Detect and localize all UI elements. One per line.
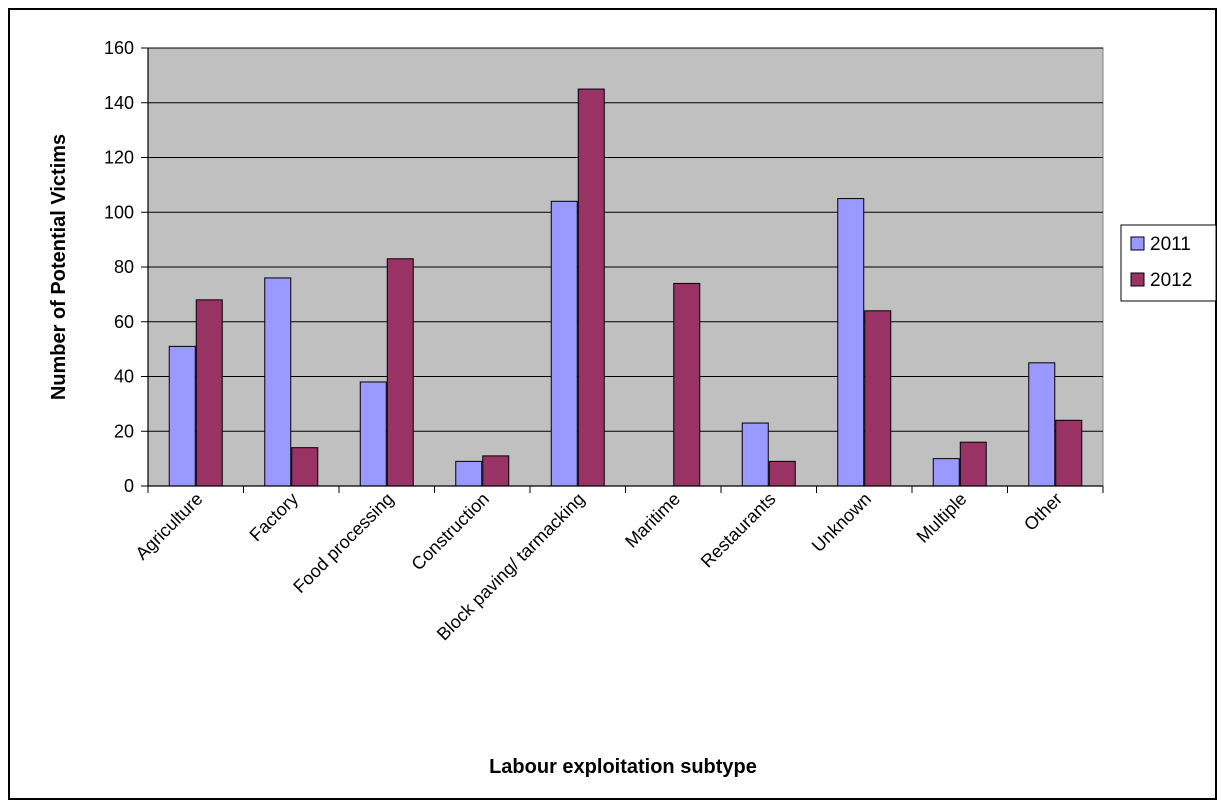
- bar-2012-block-paving-tarmacking: [578, 89, 604, 486]
- y-tick-label-40: 40: [114, 367, 134, 387]
- x-tick-label-construction: Construction: [407, 489, 493, 575]
- bar-2012-unknown: [865, 311, 891, 486]
- y-axis-title: Number of Potential Victims: [48, 134, 70, 400]
- legend-swatch-2011: [1131, 237, 1144, 250]
- bar-2011-restaurants: [742, 423, 768, 486]
- bar-2012-restaurants: [769, 461, 795, 486]
- legend: 2011 2012: [1121, 225, 1216, 301]
- x-tick-label-multiple: Multiple: [913, 489, 971, 547]
- y-tick-label-60: 60: [114, 312, 134, 332]
- bar-2011-multiple: [933, 459, 959, 486]
- bar-2012-factory: [292, 448, 318, 486]
- bar-2012-other: [1056, 420, 1082, 486]
- bar-2011-agriculture: [169, 346, 195, 486]
- y-tick-label-80: 80: [114, 257, 134, 277]
- x-tick-label-maritime: Maritime: [621, 489, 684, 552]
- x-tick-label-restaurants: Restaurants: [697, 489, 780, 572]
- bar-2011-construction: [456, 461, 482, 486]
- bar-2011-unknown: [838, 199, 864, 486]
- y-axis-ticks: 0 20 40 60 80 100 120 140 160: [104, 38, 148, 496]
- bar-2012-agriculture: [196, 300, 222, 486]
- bar-2011-block-paving-tarmacking: [551, 201, 577, 486]
- legend-label-2011: 2011: [1150, 234, 1191, 255]
- y-tick-label-120: 120: [104, 148, 134, 168]
- y-tick-label-140: 140: [104, 93, 134, 113]
- legend-label-2012: 2012: [1150, 270, 1192, 291]
- x-tick-label-food-processing: Food processing: [289, 489, 397, 597]
- legend-swatch-2012: [1131, 273, 1144, 286]
- x-axis-title: Labour exploitation subtype: [489, 756, 757, 778]
- bar-2012-multiple: [960, 442, 986, 486]
- y-tick-label-20: 20: [114, 421, 134, 441]
- x-tick-label-agriculture: Agriculture: [132, 489, 207, 564]
- bar-2012-food-processing: [387, 259, 413, 486]
- x-tick-label-factory: Factory: [245, 489, 302, 546]
- x-tick-label-unknown: Unknown: [808, 489, 875, 556]
- y-tick-label-100: 100: [104, 202, 134, 222]
- bar-2011-factory: [265, 278, 291, 486]
- x-tick-label-other: Other: [1020, 489, 1066, 535]
- bar-2012-maritime: [674, 283, 700, 486]
- y-tick-label-160: 160: [104, 38, 134, 58]
- bar-2011-food-processing: [360, 382, 386, 486]
- y-tick-label-0: 0: [124, 476, 134, 496]
- bar-2011-other: [1029, 363, 1055, 486]
- bar-2012-construction: [483, 456, 509, 486]
